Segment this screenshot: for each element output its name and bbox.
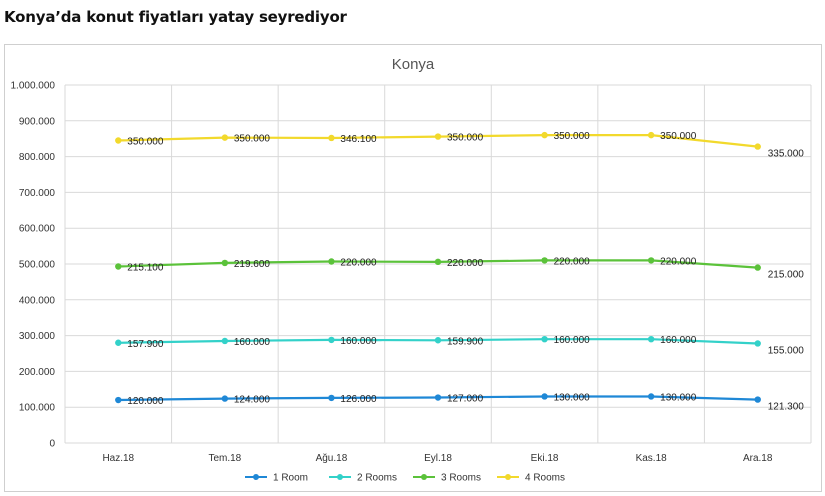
data-label-4-rooms: 350.000	[554, 131, 591, 142]
legend: 1 Room 2 Rooms 3 Rooms 4 Rooms	[245, 473, 565, 484]
data-label-4-rooms: 350.000	[660, 131, 697, 142]
data-label-1-room: 121.300	[768, 402, 805, 413]
chart-title: Konya	[392, 56, 435, 73]
legend-marker-3-rooms	[421, 474, 427, 480]
y-tick-label: 500.000	[19, 260, 56, 271]
y-tick-label: 600.000	[19, 224, 56, 235]
data-label-2-rooms: 160.000	[234, 337, 271, 348]
data-point-2-rooms	[221, 337, 229, 345]
data-point-2-rooms	[115, 339, 122, 346]
data-label-1-room: 130.000	[660, 392, 697, 403]
x-tick-label: Kas.18	[636, 453, 668, 464]
data-point-3-rooms	[115, 263, 122, 270]
data-point-1-room	[328, 394, 335, 402]
data-point-3-rooms	[221, 259, 229, 267]
data-point-4-rooms	[328, 134, 335, 142]
data-point-3-rooms	[647, 257, 655, 264]
data-label-3-rooms: 220.000	[447, 258, 484, 269]
data-label-4-rooms: 350.000	[234, 134, 271, 145]
data-label-3-rooms: 220.000	[340, 257, 377, 268]
data-point-4-rooms	[221, 134, 229, 141]
data-point-4-rooms	[541, 131, 548, 139]
data-point-4-rooms	[754, 143, 761, 150]
data-label-3-rooms: 219.600	[234, 259, 271, 270]
data-point-2-rooms	[328, 336, 335, 344]
data-label-3-rooms: 220.000	[660, 256, 697, 267]
data-point-2-rooms	[434, 337, 442, 344]
data-point-4-rooms	[434, 133, 442, 140]
chart-frame: Konya 0 100.000 200.000 300.000 400.000 500.0…	[4, 44, 822, 492]
data-label-2-rooms: 160.000	[554, 335, 591, 346]
y-tick-label: 900.000	[19, 116, 56, 127]
data-label-3-rooms: 215.000	[768, 270, 805, 281]
series-layer	[115, 131, 761, 404]
data-point-3-rooms	[541, 257, 548, 264]
data-point-3-rooms	[754, 264, 761, 271]
data-point-2-rooms	[754, 340, 761, 347]
legend-label-3-rooms: 3 Rooms	[441, 473, 481, 484]
legend-label-2-rooms: 2 Rooms	[357, 473, 397, 484]
data-label-4-rooms: 350.000	[127, 136, 164, 147]
y-tick-label: 700.000	[19, 188, 56, 199]
x-tick-label: Tem.18	[208, 453, 241, 464]
data-point-1-room	[434, 394, 442, 401]
legend-marker-1-room	[253, 474, 259, 480]
line-chart: Konya 0 100.000 200.000 300.000 400.000 500.0…	[11, 56, 812, 484]
data-label-2-rooms: 160.000	[660, 335, 697, 346]
y-tick-label: 100.000	[19, 403, 56, 414]
y-tick-label: 1.000.000	[11, 81, 56, 92]
data-label-1-room: 126.000	[340, 394, 377, 405]
axis-layer: 0 100.000 200.000 300.000 400.000 500.000 600.…	[11, 81, 773, 465]
data-point-2-rooms	[647, 335, 655, 343]
data-point-4-rooms	[647, 131, 655, 139]
data-label-4-rooms: 350.000	[447, 133, 484, 144]
data-point-4-rooms	[115, 137, 122, 144]
y-tick-label: 400.000	[19, 295, 56, 306]
y-tick-label: 800.000	[19, 152, 56, 163]
x-tick-label: Haz.18	[102, 453, 134, 464]
data-label-2-rooms: 157.900	[127, 339, 164, 350]
data-label-1-room: 120.000	[127, 396, 164, 407]
data-label-2-rooms: 155.000	[768, 345, 805, 356]
data-point-2-rooms	[541, 335, 548, 343]
data-point-3-rooms	[434, 258, 442, 266]
data-label-1-room: 127.000	[447, 394, 484, 405]
page-headline: Konya’da konut fiyatları yatay seyrediyo…	[4, 8, 347, 26]
data-label-2-rooms: 160.000	[340, 336, 377, 347]
y-tick-label: 0	[49, 439, 55, 450]
data-point-1-room	[115, 396, 122, 404]
legend-label-4-rooms: 4 Rooms	[525, 473, 565, 484]
x-tick-label: Ağu.18	[316, 453, 348, 464]
data-point-1-room	[647, 393, 655, 400]
data-label-1-room: 130.000	[554, 392, 591, 403]
legend-marker-4-rooms	[505, 474, 511, 480]
x-tick-label: Eki.18	[531, 453, 559, 464]
y-tick-label: 200.000	[19, 367, 56, 378]
data-point-1-room	[754, 396, 761, 403]
data-point-1-room	[221, 395, 229, 402]
data-label-3-rooms: 215.100	[127, 263, 164, 274]
y-tick-label: 300.000	[19, 331, 56, 342]
x-tick-label: Eyl.18	[424, 453, 452, 464]
data-label-1-room: 124.000	[234, 395, 271, 406]
legend-marker-2-rooms	[337, 474, 343, 480]
legend-label-1-room: 1 Room	[273, 473, 308, 484]
data-point-1-room	[541, 393, 548, 400]
data-label-2-rooms: 159.900	[447, 336, 484, 347]
data-label-4-rooms: 346.100	[340, 134, 377, 145]
data-label-3-rooms: 220.000	[554, 256, 591, 267]
data-point-3-rooms	[328, 258, 335, 265]
x-tick-label: Ara.18	[743, 453, 773, 464]
label-layer: 120.000 124.000 126.000 127.000 130.000 130.0…	[127, 131, 804, 412]
data-label-4-rooms: 335.000	[768, 149, 805, 160]
